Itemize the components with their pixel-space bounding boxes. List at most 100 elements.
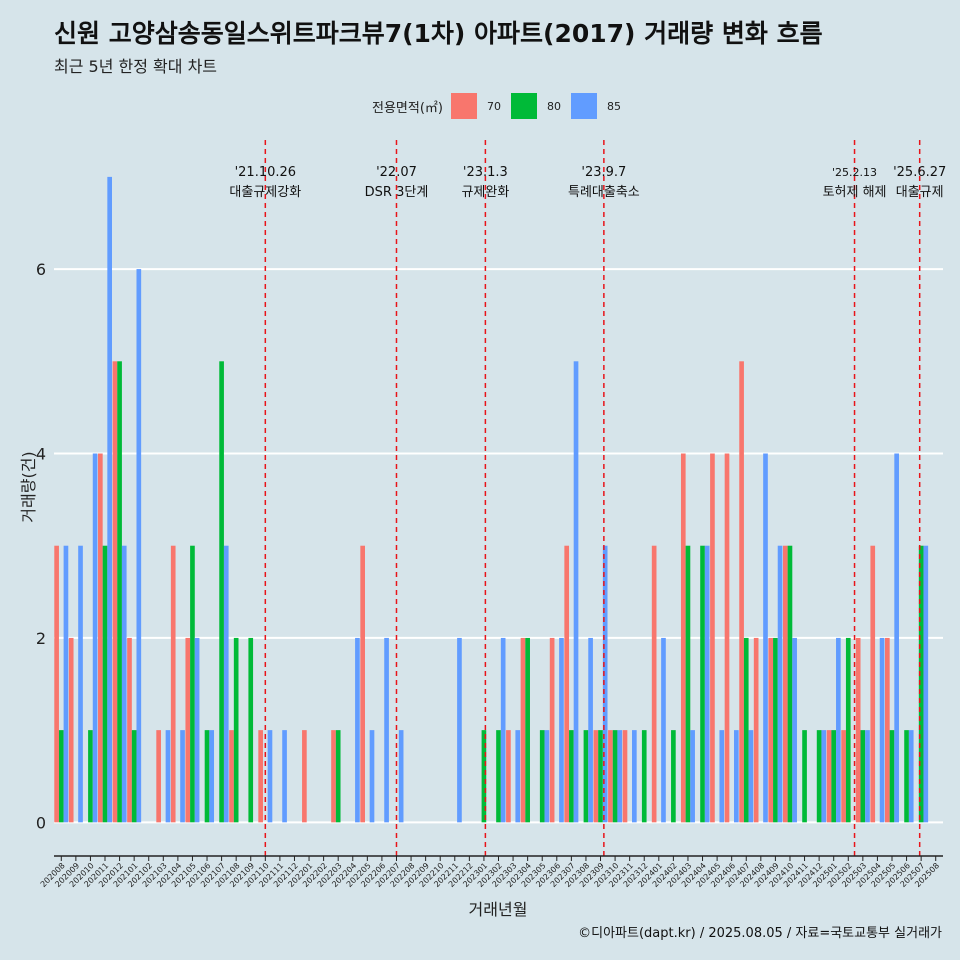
bar-70-202011	[98, 453, 103, 823]
bar-80-202502	[845, 637, 851, 823]
bar-70-202504	[870, 545, 876, 823]
bar-70-202307	[564, 545, 570, 823]
legend-swatch-85	[570, 93, 597, 119]
event-label-5: 대출규제	[896, 185, 944, 200]
legend-item-80: 80	[510, 93, 561, 119]
bar-80-202505	[889, 730, 895, 823]
bar-70-202306	[549, 637, 555, 823]
bar-85-202106	[209, 730, 215, 823]
bar-85-202105	[194, 637, 200, 823]
bar-80-202403	[685, 545, 691, 823]
bar-85-202408	[763, 453, 768, 823]
bar-80-202101	[131, 730, 137, 823]
bar-85-202307	[573, 361, 579, 823]
bar-85-202008	[63, 545, 69, 823]
event-date-1: '22.07	[376, 165, 417, 180]
bar-70-202203	[331, 730, 336, 823]
bar-85-202412	[821, 730, 827, 823]
y-axis-label: 거래량(건)	[19, 451, 38, 522]
bar-85-202309	[602, 545, 608, 823]
bar-85-202308	[588, 637, 593, 823]
bar-70-202103	[156, 730, 161, 823]
bar-70-202309	[593, 730, 599, 823]
bar-70-202110	[258, 730, 263, 823]
bar-70-202501	[826, 730, 832, 823]
bar-85-202207	[398, 730, 404, 823]
bar-80-202011	[102, 545, 108, 823]
bar-80-202404	[700, 545, 705, 823]
bar-80-202305	[539, 730, 545, 823]
bar-70-202403	[680, 453, 686, 823]
bar-85-202403	[690, 730, 695, 823]
bar-85-202306	[559, 637, 564, 823]
bar-85-202405	[719, 730, 725, 823]
bar-70-202405	[710, 453, 715, 823]
legend-item-70: 70	[450, 93, 501, 119]
event-label-1: DSR 3단계	[365, 185, 429, 200]
bar-85-202406	[734, 730, 739, 823]
bar-85-202401	[661, 637, 666, 823]
legend-swatch-70	[450, 93, 477, 119]
bar-85-202506	[908, 730, 914, 823]
y-tick-label-0: 0	[36, 813, 46, 832]
bar-85-202407	[748, 730, 754, 823]
legend-item-85: 85	[570, 93, 621, 119]
bar-80-202402	[671, 730, 676, 823]
bar-85-202104	[180, 730, 185, 823]
event-date-3: '23.9.7	[581, 165, 626, 180]
bar-85-202303	[515, 730, 521, 823]
legend-label-85: 85	[606, 99, 621, 113]
bar-80-202501	[831, 730, 837, 823]
bar-85-202302	[500, 637, 506, 823]
bar-85-202507	[923, 545, 929, 823]
bar-80-202503	[860, 730, 866, 823]
bar-80-202410	[787, 545, 793, 823]
y-tick-label-2: 2	[36, 629, 46, 648]
legend: 전용면적(㎡) 70 80 85	[372, 92, 631, 120]
bar-70-202303	[506, 730, 511, 823]
bar-80-202412	[816, 730, 822, 823]
bar-85-202011	[107, 176, 112, 823]
event-label-3: 특례대출축소	[568, 185, 640, 200]
legend-swatch-80	[510, 93, 537, 119]
event-label-4: 토허제 해제	[823, 185, 887, 200]
bar-85-202103	[165, 730, 171, 823]
bar-85-202009	[78, 545, 83, 823]
bar-80-202107	[219, 361, 224, 823]
bar-70-202009	[68, 637, 74, 823]
bar-85-202503	[865, 730, 870, 823]
bar-70-202104	[170, 545, 176, 823]
bar-85-202107	[223, 545, 229, 823]
bar-70-202406	[724, 453, 730, 823]
bar-80-202106	[204, 730, 210, 823]
bar-80-202506	[904, 730, 909, 823]
y-tick-label-4: 4	[36, 445, 46, 464]
bar-85-202409	[777, 545, 783, 823]
event-label-2: 규제완화	[461, 185, 509, 200]
legend-label-70: 70	[486, 99, 501, 113]
bar-70-202502	[841, 730, 846, 823]
bar-70-202105	[185, 637, 191, 823]
bar-70-202205	[360, 545, 365, 823]
bar-85-202206	[384, 637, 389, 823]
source-caption: ©디아파트(dapt.kr) / 2025.08.05 / 자료=국토교통부 실…	[578, 926, 942, 941]
bar-70-202012	[112, 361, 118, 823]
y-tick-label-6: 6	[36, 260, 46, 279]
event-date-5: '25.6.27	[893, 165, 946, 180]
bar-80-202308	[583, 730, 589, 823]
bar-70-202503	[855, 637, 861, 823]
bar-85-202310	[617, 730, 623, 823]
bar-70-202310	[608, 730, 613, 823]
bar-85-202205	[369, 730, 375, 823]
page-title: 신원 고양삼송동일스위트파크뷰7(1차) 아파트(2017) 거래량 변화 흐름	[54, 19, 823, 48]
bar-80-202203	[335, 730, 341, 823]
event-date-2: '23.1.3	[463, 165, 508, 180]
legend-title: 전용면적(㎡)	[372, 100, 443, 116]
event-lines: '21.10.26 대출규제강화 '22.07 DSR 3단계 '23.1.3 규제완화 '…	[229, 140, 946, 856]
bar-85-202204	[355, 637, 360, 823]
bar-70-202410	[782, 545, 788, 823]
bar-80-202310	[612, 730, 618, 823]
bar-85-202110	[267, 730, 273, 823]
event-date-0: '21.10.26	[235, 165, 296, 180]
